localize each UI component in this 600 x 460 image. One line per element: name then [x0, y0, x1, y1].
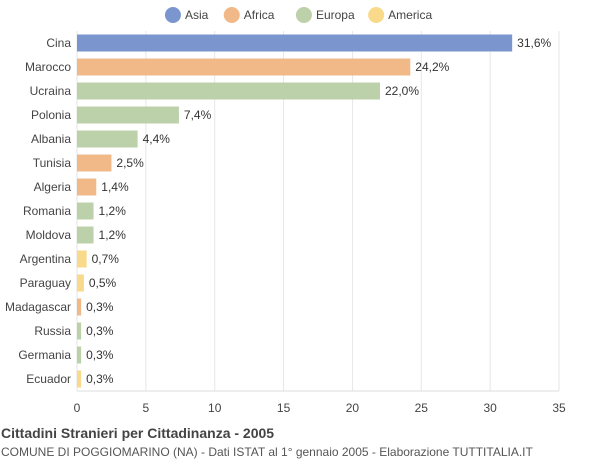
category-label: Cina	[46, 36, 71, 50]
category-label: Germania	[18, 348, 71, 362]
category-label: Albania	[31, 132, 71, 146]
x-tick-label: 15	[277, 401, 291, 415]
bar	[77, 250, 87, 268]
category-label: Paraguay	[20, 276, 71, 290]
category-label: Polonia	[31, 108, 71, 122]
bar	[77, 58, 411, 76]
bar	[77, 82, 380, 100]
legend-swatch-africa	[223, 7, 240, 23]
chart-title: Cittadini Stranieri per Cittadinanza - 2…	[1, 425, 275, 441]
value-label: 7,4%	[184, 108, 212, 122]
x-tick-label: 25	[415, 401, 429, 415]
bar-chart: Cina 31,6% Marocco 24,2% Ucraina 22,0% Polonia…	[5, 7, 566, 415]
value-label: 1,2%	[99, 228, 127, 242]
value-label: 0,3%	[86, 372, 114, 386]
bar	[77, 274, 84, 292]
value-label: 31,6%	[517, 36, 551, 50]
x-tick-label: 20	[346, 401, 360, 415]
legend-swatch-america	[368, 7, 385, 23]
bar	[77, 178, 97, 196]
legend-swatch-asia	[164, 7, 181, 23]
bar	[77, 322, 82, 340]
legend-label: Asia	[185, 8, 209, 22]
legend-swatch-europa	[295, 7, 312, 23]
x-tick-label: 5	[143, 401, 150, 415]
category-label: Marocco	[25, 60, 71, 74]
category-label: Russia	[34, 324, 71, 338]
value-label: 22,0%	[385, 84, 419, 98]
bar	[77, 226, 94, 244]
category-label: Argentina	[20, 252, 72, 266]
category-label: Algeria	[34, 180, 72, 194]
category-label: Madagascar	[5, 300, 71, 314]
bar	[77, 298, 82, 316]
bar	[77, 34, 513, 52]
value-label: 0,3%	[86, 300, 114, 314]
category-label: Ucraina	[30, 84, 72, 98]
bar	[77, 346, 82, 364]
bar	[77, 154, 112, 172]
value-label: 0,5%	[89, 276, 117, 290]
x-tick-label: 35	[552, 401, 566, 415]
chart-subtitle: COMUNE DI POGGIOMARINO (NA) - Dati ISTAT…	[1, 445, 533, 459]
bar	[77, 130, 138, 148]
category-label: Romania	[23, 204, 71, 218]
category-label: Tunisia	[33, 156, 72, 170]
category-label: Moldova	[26, 228, 72, 242]
x-tick-label: 10	[208, 401, 222, 415]
legend-label: Africa	[244, 8, 275, 22]
value-label: 1,4%	[101, 180, 129, 194]
value-label: 0,3%	[86, 324, 114, 338]
x-tick-label: 0	[74, 401, 81, 415]
value-label: 2,5%	[116, 156, 144, 170]
legend-label: America	[388, 8, 432, 22]
value-label: 0,3%	[86, 348, 114, 362]
value-label: 1,2%	[99, 204, 127, 218]
legend-label: Europa	[316, 8, 355, 22]
bar	[77, 202, 94, 220]
value-label: 0,7%	[92, 252, 120, 266]
category-label: Ecuador	[26, 372, 71, 386]
value-label: 4,4%	[143, 132, 171, 146]
bar	[77, 106, 179, 124]
bar	[77, 370, 82, 388]
value-label: 24,2%	[415, 60, 449, 74]
x-tick-label: 30	[483, 401, 497, 415]
